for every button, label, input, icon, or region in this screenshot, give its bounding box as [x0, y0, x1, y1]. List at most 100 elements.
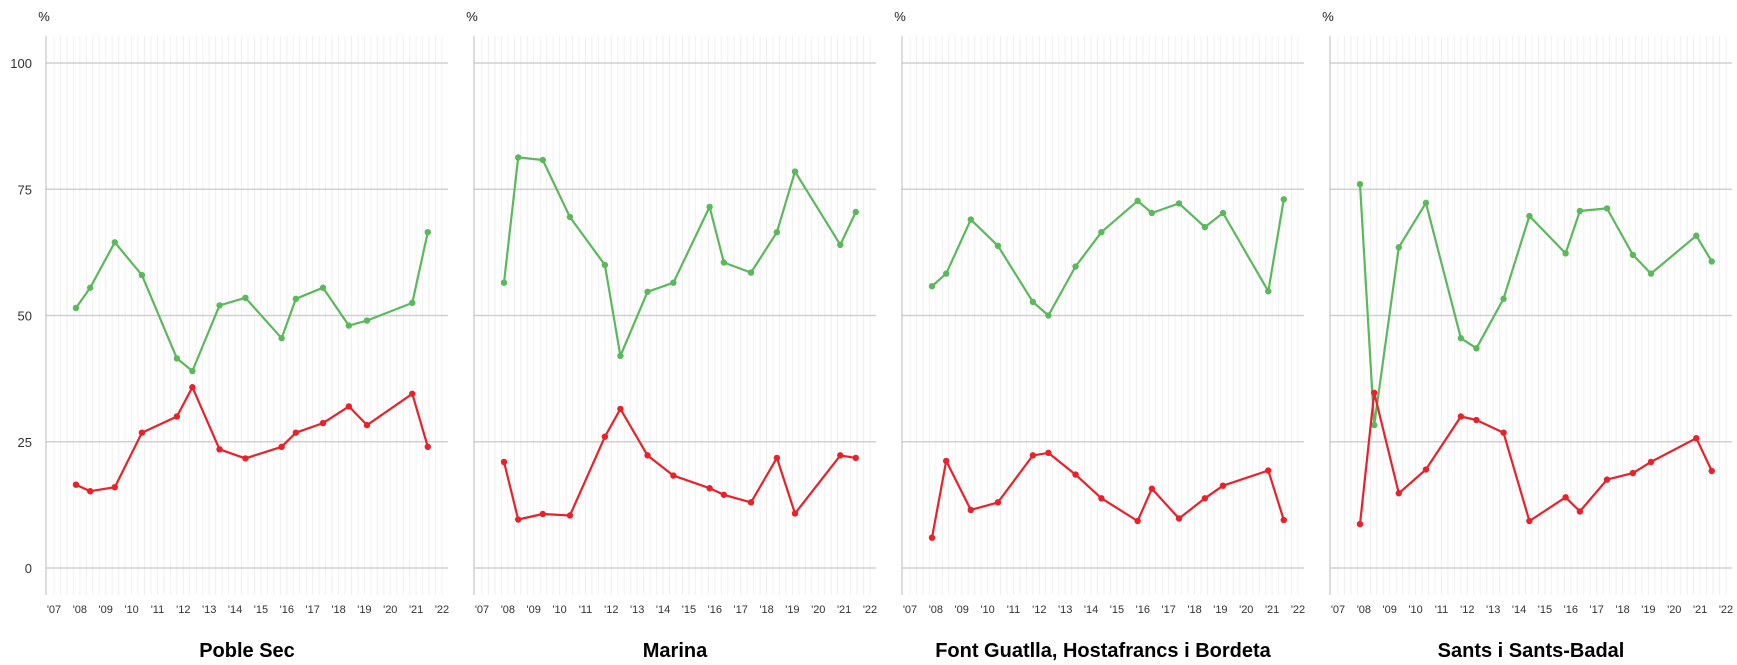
data-point-red: [1576, 508, 1584, 515]
x-tick-label: '10: [980, 604, 994, 616]
data-point-red: [1562, 494, 1569, 501]
x-tick-label: '18: [331, 604, 345, 616]
data-point-red: [292, 429, 300, 436]
x-tick-label: '19: [1213, 604, 1227, 616]
x-tick-label: '07: [47, 604, 61, 616]
x-tick-label: '17: [305, 604, 319, 616]
data-point-green: [1219, 209, 1227, 217]
x-tick-label: '11: [579, 604, 593, 616]
x-tick-label: '20: [811, 604, 825, 616]
data-point-red: [1175, 515, 1183, 522]
x-tick-label: '14: [1084, 604, 1098, 616]
panel-title: Font Guatlla, Hostafrancs i Bordeta: [935, 640, 1271, 662]
x-tick-label: '17: [1161, 604, 1175, 616]
data-point-green: [319, 284, 327, 291]
data-point-green: [644, 288, 651, 295]
data-point-red: [1098, 495, 1105, 502]
data-point-red: [1473, 416, 1480, 424]
x-tick-label: '20: [383, 604, 397, 616]
y-tick-label: 100: [10, 56, 32, 71]
x-tick-label: '22: [863, 604, 877, 616]
data-point-red: [791, 510, 799, 517]
x-tick-label: '08: [501, 604, 515, 616]
series-line-green: [931, 199, 1285, 317]
data-point-red: [994, 499, 1002, 506]
data-point-green: [994, 242, 1002, 250]
panel-title: Poble Sec: [199, 640, 295, 662]
data-point-green: [617, 352, 624, 360]
y-unit-label: %: [894, 9, 906, 24]
data-point-green: [1526, 212, 1533, 220]
data-point-red: [617, 405, 624, 413]
data-point-red: [852, 454, 859, 462]
data-point-green: [1562, 250, 1569, 257]
data-point-green: [1175, 200, 1183, 207]
x-tick-label: '21: [1265, 604, 1279, 616]
series-line-red: [502, 407, 856, 521]
x-tick-label: '14: [228, 604, 242, 616]
data-point-green: [747, 269, 755, 276]
x-tick-label: '07: [903, 604, 917, 616]
data-point-green: [1029, 298, 1037, 306]
data-point-green: [1280, 196, 1287, 203]
x-tick-label: '08: [929, 604, 943, 616]
data-point-red: [424, 443, 431, 450]
data-point-green: [424, 228, 431, 236]
data-point-green: [1371, 421, 1378, 429]
x-tick-label: '13: [1486, 604, 1500, 616]
data-point-green: [1356, 181, 1364, 188]
data-point-red: [670, 472, 677, 479]
x-tick-label: '08: [1357, 604, 1371, 616]
data-point-red: [1526, 517, 1533, 525]
data-point-green: [1693, 232, 1700, 239]
x-tick-label: '11: [151, 604, 165, 616]
data-point-green: [1201, 223, 1209, 231]
data-point-red: [1201, 495, 1209, 502]
x-tick-label: '13: [1058, 604, 1072, 616]
data-point-red: [173, 413, 181, 420]
x-tick-label: '21: [409, 604, 423, 616]
x-tick-label: '18: [759, 604, 773, 616]
data-point-green: [967, 216, 974, 223]
data-point-green: [216, 302, 223, 309]
x-tick-label: '15: [1538, 604, 1552, 616]
x-tick-label: '11: [1435, 604, 1449, 616]
data-point-green: [1395, 244, 1402, 251]
data-point-green: [720, 259, 728, 266]
data-point-red: [319, 419, 327, 427]
data-point-green: [242, 294, 249, 302]
x-tick-label: '12: [604, 604, 618, 616]
x-tick-label: '16: [708, 604, 722, 616]
data-point-green: [928, 283, 936, 290]
x-tick-label: '08: [73, 604, 87, 616]
y-unit-label: %: [38, 9, 50, 24]
data-point-green: [72, 304, 80, 312]
x-tick-label: '20: [1239, 604, 1253, 616]
data-point-red: [1647, 458, 1655, 466]
data-point-green: [1500, 295, 1507, 303]
data-point-red: [539, 510, 546, 518]
data-point-green: [1629, 251, 1637, 259]
data-point-red: [216, 446, 223, 453]
data-point-red: [943, 457, 950, 465]
data-point-red: [1603, 476, 1611, 483]
data-point-red: [706, 485, 713, 492]
data-point-red: [837, 452, 844, 459]
x-tick-label: '20: [1667, 604, 1681, 616]
data-point-green: [189, 367, 196, 375]
data-point-green: [943, 270, 950, 277]
data-point-red: [242, 455, 249, 462]
data-point-red: [967, 506, 974, 514]
y-tick-label: 0: [25, 561, 32, 576]
data-point-green: [138, 271, 146, 279]
data-point-green: [1265, 288, 1272, 295]
x-tick-label: '11: [1007, 604, 1021, 616]
data-point-red: [566, 512, 574, 519]
x-tick-label: '07: [1331, 604, 1345, 616]
data-point-red: [1134, 517, 1141, 525]
data-point-red: [1280, 516, 1287, 524]
data-point-green: [1422, 199, 1430, 207]
x-tick-label: '14: [1512, 604, 1526, 616]
x-tick-label: '21: [837, 604, 851, 616]
panel-title: Sants i Sants-Badal: [1438, 640, 1625, 662]
